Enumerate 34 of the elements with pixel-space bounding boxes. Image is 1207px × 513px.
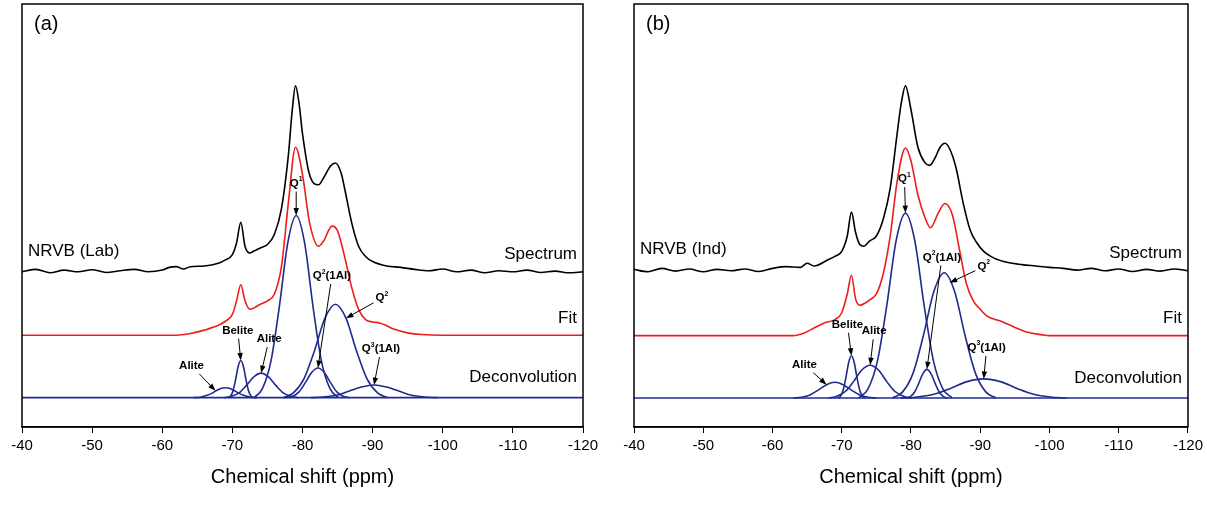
series-label: Spectrum (1109, 243, 1182, 263)
x-tick-label: -90 (361, 436, 384, 454)
x-tick-label: -70 (221, 436, 244, 454)
x-tick-label: -80 (291, 436, 314, 454)
x-tick-label: -120 (567, 436, 599, 454)
x-axis-title: Chemical shift (ppm) (819, 464, 1003, 487)
x-tick-label: -50 (81, 436, 103, 454)
annotation: NRVB (Ind) (640, 239, 727, 259)
x-tick-label: -50 (692, 436, 715, 454)
x-tick-label: -110 (1104, 436, 1134, 454)
annotation: Deconvolution (469, 367, 578, 387)
annotation: Alite (179, 359, 205, 372)
annotation: Belite (222, 323, 254, 336)
x-tick-label: -60 (151, 436, 174, 454)
x-tick-label: -120 (1172, 436, 1203, 454)
series-label: Fit (1163, 308, 1183, 328)
x-tick-label: -100 (1034, 436, 1065, 454)
annotation: Deconvolution (1074, 367, 1182, 387)
x-tick-label: -40 (623, 436, 645, 454)
annotation: NRVB (Lab) (28, 241, 120, 261)
x-tick-label: -90 (969, 436, 992, 454)
annotation: Belite (831, 317, 864, 330)
series-label: Fit (558, 307, 578, 327)
annotation: Alite (792, 357, 817, 370)
series-label: Spectrum (504, 244, 577, 264)
x-tick-label: -80 (900, 436, 922, 454)
x-tick-label: -70 (830, 436, 853, 454)
x-tick-label: -60 (761, 436, 784, 454)
chart-title: (b) (646, 11, 671, 34)
x-tick-label: -110 (498, 436, 528, 454)
x-axis-title: Chemical shift (ppm) (210, 464, 395, 487)
x-tick-label: -40 (11, 436, 33, 454)
x-tick-label: -100 (427, 436, 458, 454)
chart-title: (a) (34, 11, 59, 34)
